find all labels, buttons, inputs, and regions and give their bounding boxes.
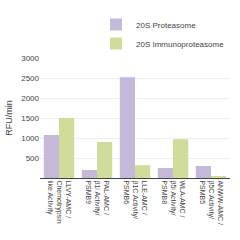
svg-text:LLVY-AMC /Chemotrypsinlike Act: LLVY-AMC /Chemotrypsinlike Activity	[46, 180, 72, 223]
svg-text:1500: 1500	[21, 114, 39, 123]
svg-text:500: 500	[26, 154, 40, 163]
svg-text:20S Immunoproteasome: 20S Immunoproteasome	[136, 40, 224, 49]
svg-text:RFU/min: RFU/min	[4, 100, 14, 136]
svg-text:3000: 3000	[21, 54, 39, 63]
svg-text:1000: 1000	[21, 134, 39, 143]
svg-text:LLE-AMC /β1C Activity/PSMB6: LLE-AMC /β1C Activity/PSMB6	[123, 180, 148, 219]
svg-text:20S Proteasome: 20S Proteasome	[136, 21, 196, 30]
svg-text:ANWW-AMC /β5C Activity/PSMB5: ANWW-AMC /β5C Activity/PSMB5	[199, 180, 224, 225]
svg-text:2000: 2000	[21, 94, 39, 103]
svg-text:2500: 2500	[21, 74, 39, 83]
svg-text:PAL-AMC /β1i Activity/PSMB9: PAL-AMC /β1i Activity/PSMB9	[85, 180, 110, 215]
svg-text:WLA-AMC /β5i Activity/PSMB8: WLA-AMC /β5i Activity/PSMB8	[161, 180, 186, 217]
